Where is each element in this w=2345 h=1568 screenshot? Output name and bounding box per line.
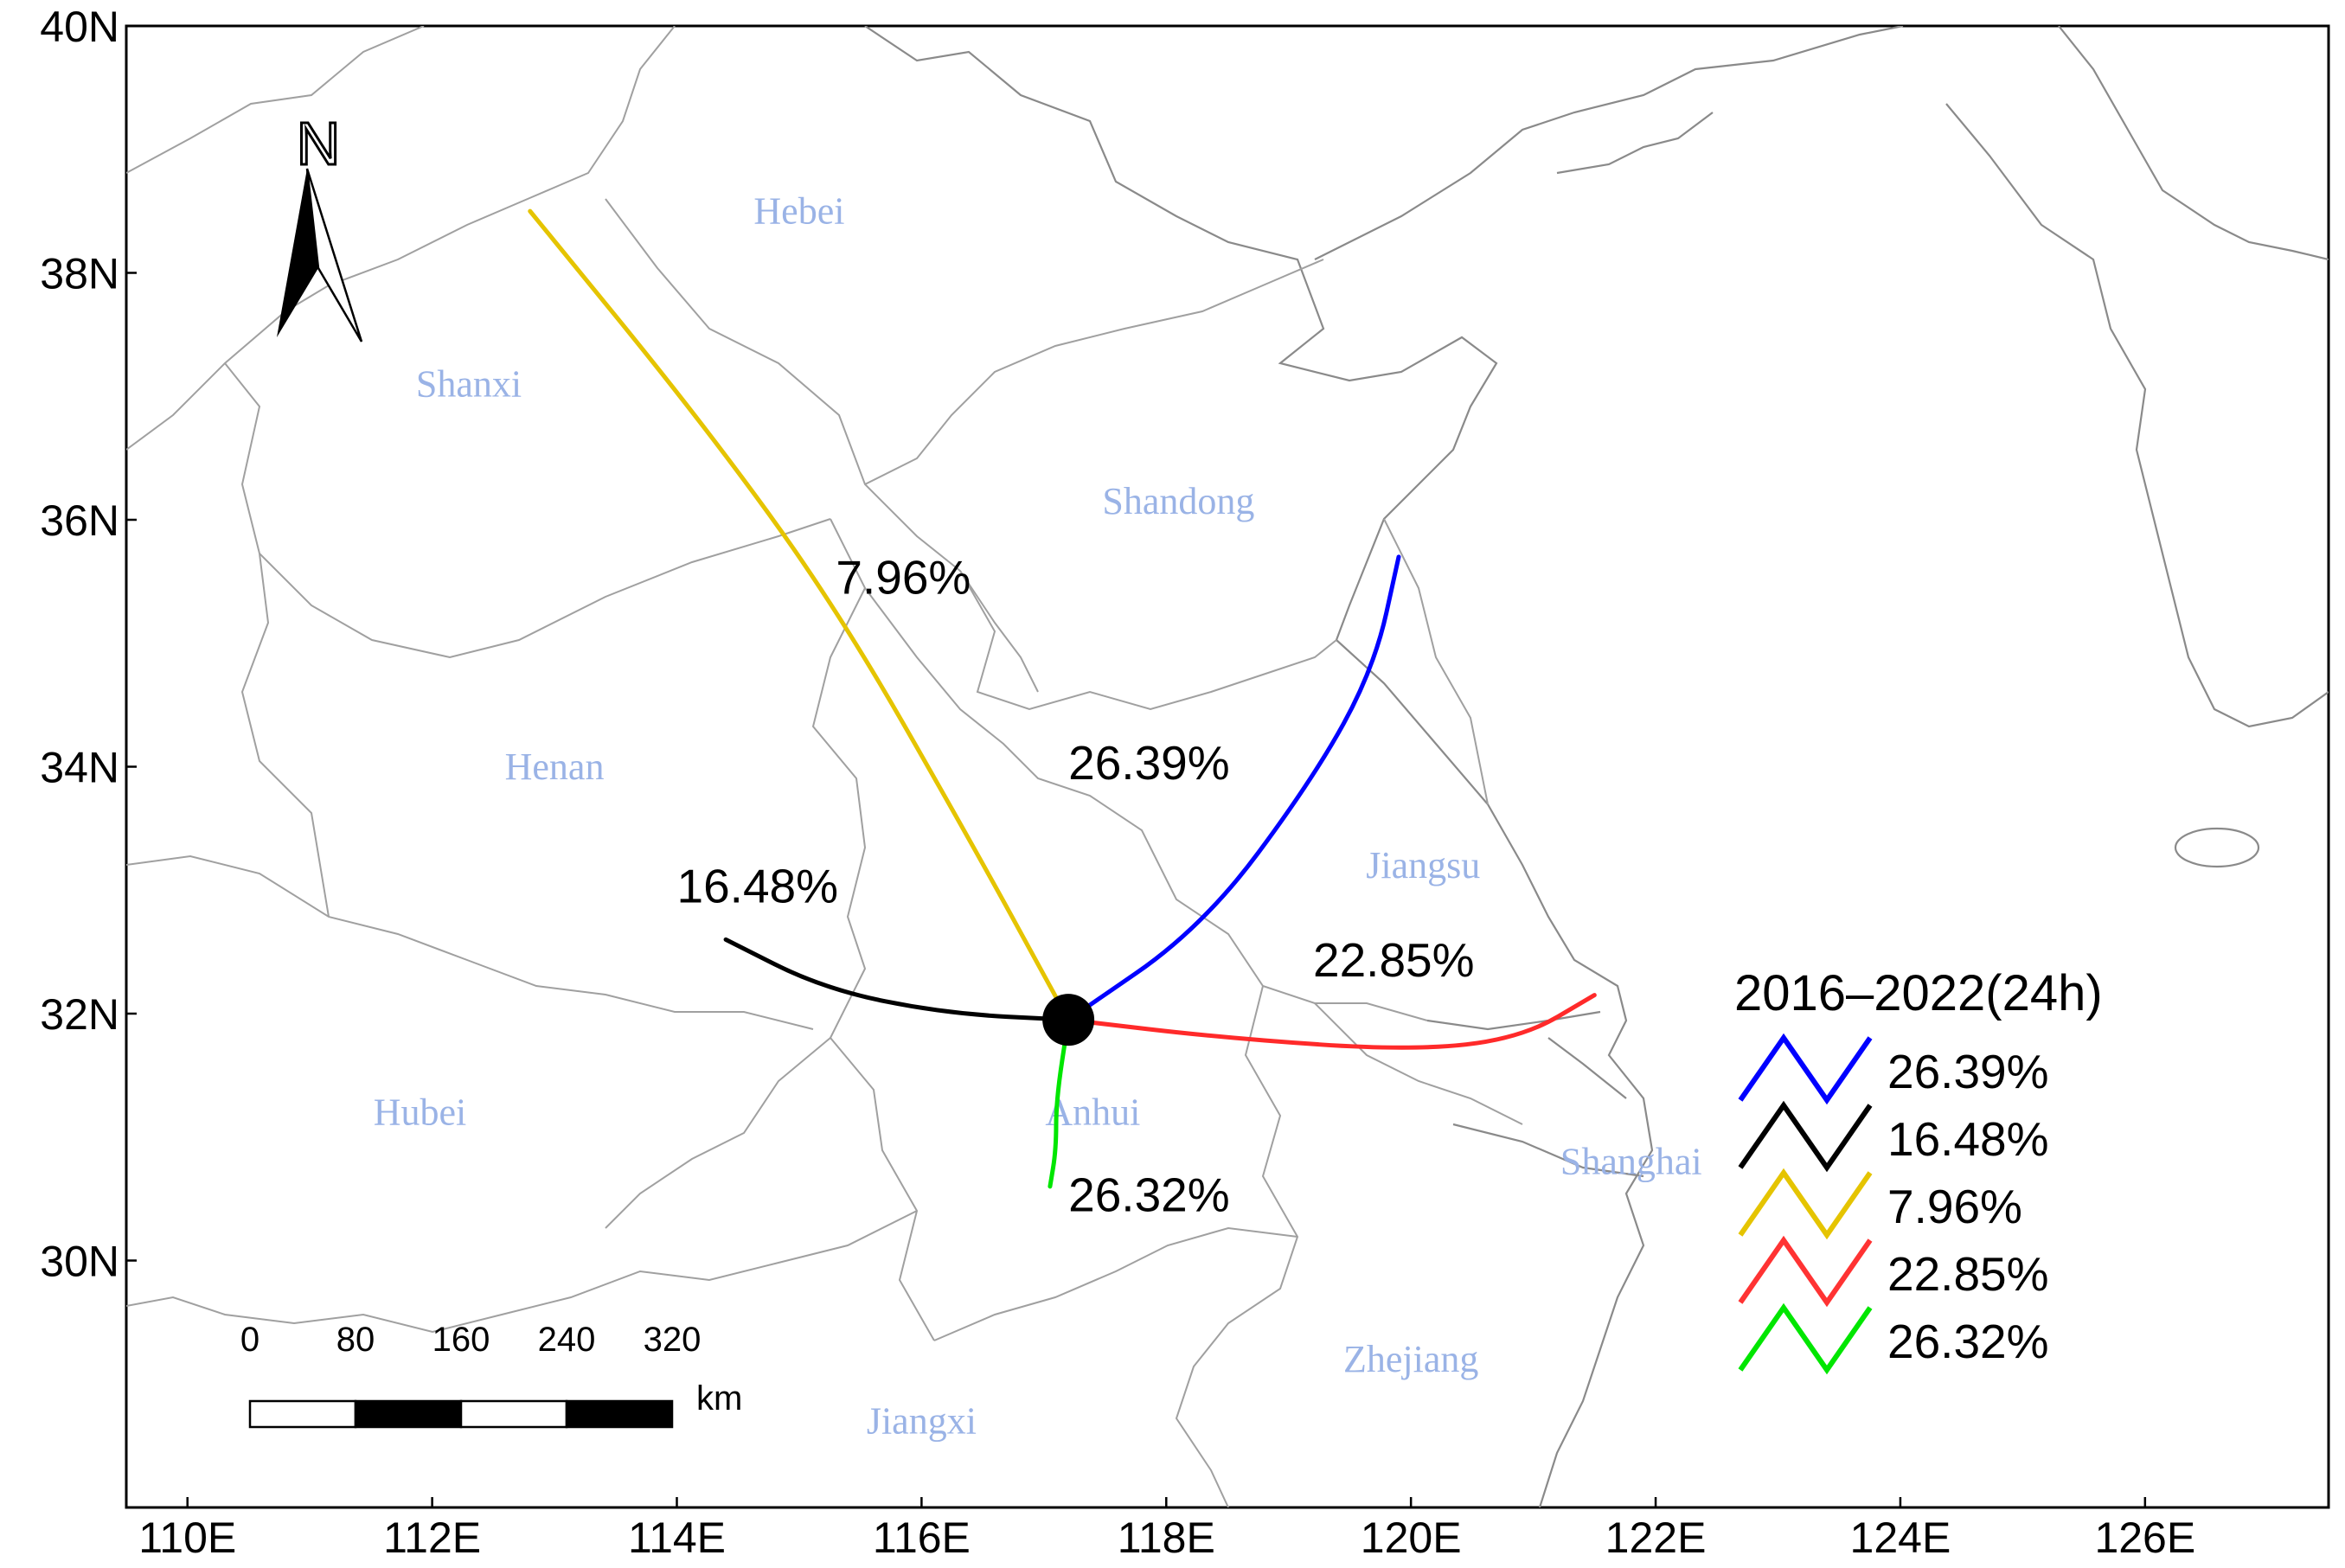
province-label: Shandong <box>1102 480 1254 522</box>
scale-tick-240: 240 <box>538 1321 596 1359</box>
legend-swatch-icon <box>1738 1235 1873 1308</box>
trajectory-percent-label: 22.85% <box>1313 933 1475 987</box>
x-tick-label: 118E <box>1118 1514 1215 1562</box>
y-axis: 30N 32N 34N 36N 38N 40N <box>40 3 137 1286</box>
y-tick-label: 36N <box>40 496 119 545</box>
province-label: Shanxi <box>416 362 522 405</box>
trajectory-line <box>528 208 1071 1022</box>
y-tick-label: 30N <box>40 1238 119 1286</box>
x-tick-label: 114E <box>628 1514 726 1562</box>
legend-swatch-icon <box>1738 1033 1873 1105</box>
trajectory-percent-label: 16.48% <box>677 860 839 913</box>
map-frame <box>125 24 2330 1509</box>
x-tick-label: 110E <box>138 1514 236 1562</box>
scale-tick-320: 320 <box>644 1321 702 1359</box>
x-tick-label: 124E <box>1850 1514 1951 1562</box>
north-arrow-icon: N <box>277 109 363 342</box>
y-tick-label: 40N <box>40 3 119 51</box>
y-tick-label: 38N <box>40 250 119 298</box>
legend-item-label: 22.85% <box>1887 1247 2049 1301</box>
province-label: Anhui <box>1045 1091 1140 1133</box>
trajectory-percent-label: 26.32% <box>1068 1168 1230 1221</box>
province-label: Jiangxi <box>867 1399 977 1442</box>
scale-bar: 0 80 160 240 320 km <box>240 1321 742 1429</box>
scale-unit: km <box>696 1379 742 1418</box>
trajectory-percent-label: 26.39% <box>1068 736 1230 790</box>
y-tick-label: 34N <box>40 744 119 792</box>
province-label: Hebei <box>753 189 844 232</box>
basemap-outlines <box>126 26 2329 1507</box>
trajectory-line <box>1066 554 1401 1022</box>
province-label: Henan <box>505 746 605 788</box>
scale-seg-1 <box>248 1399 357 1429</box>
trajectory-lines <box>528 208 1597 1189</box>
legend: 2016–2022(24h) 26.39%16.48%7.96%22.85%26… <box>1734 965 2103 1375</box>
origin-point <box>1042 994 1095 1046</box>
scale-seg-2 <box>354 1399 463 1429</box>
x-axis: 110E 112E 114E 116E 118E 120E 122E 124E 126E <box>138 1497 2195 1562</box>
x-tick-label: 116E <box>873 1514 971 1562</box>
trajectory-percent-labels: 26.39% 16.48% 7.96% 22.85% 26.32% <box>677 551 1475 1222</box>
legend-item-label: 26.32% <box>1887 1315 2049 1368</box>
legend-item-label: 16.48% <box>1887 1112 2049 1166</box>
x-tick-label: 112E <box>383 1514 481 1562</box>
legend-swatch-icon <box>1738 1100 1873 1173</box>
scale-tick-160: 160 <box>432 1321 490 1359</box>
province-label: Zhejiang <box>1343 1338 1478 1380</box>
trajectory-line <box>1066 993 1597 1050</box>
legend-item-label: 7.96% <box>1887 1180 2022 1233</box>
y-tick-label: 32N <box>40 990 119 1039</box>
scale-tick-80: 80 <box>336 1321 375 1359</box>
legend-item-label: 26.39% <box>1887 1045 2049 1098</box>
x-tick-label: 120E <box>1361 1514 1462 1562</box>
province-label: Shanghai <box>1560 1141 1702 1183</box>
legend-swatch-icon <box>1738 1302 1873 1375</box>
scale-seg-4 <box>565 1399 674 1429</box>
province-labels: Hebei Shanxi Shandong Henan Jiangsu Hubei Anhu… <box>374 189 1702 1442</box>
x-tick-label: 126E <box>2094 1514 2195 1562</box>
legend-items: 26.39% 16.48% 7.96% 22.85% 26.32% <box>1738 1033 2049 1375</box>
province-label: Jiangsu <box>1366 844 1480 886</box>
trajectory-percent-label: 7.96% <box>836 551 971 605</box>
scale-seg-3 <box>459 1399 568 1429</box>
legend-swatch-icon <box>1738 1168 1873 1240</box>
scale-tick-0: 0 <box>240 1321 259 1359</box>
legend-title: 2016–2022(24h) <box>1734 965 2103 1021</box>
north-arrow-label: N <box>297 110 341 177</box>
province-label: Hubei <box>374 1091 467 1133</box>
x-tick-label: 122E <box>1605 1514 1707 1562</box>
